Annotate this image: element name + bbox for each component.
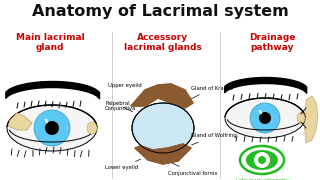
Ellipse shape [250,103,280,133]
Text: Upper eyelid: Upper eyelid [108,84,152,90]
Text: Drainage
pathway: Drainage pathway [249,33,295,52]
Ellipse shape [132,103,194,153]
Text: Conjunctival fornix: Conjunctival fornix [168,162,218,176]
Polygon shape [135,144,191,164]
Polygon shape [131,84,193,108]
Ellipse shape [34,110,70,146]
Ellipse shape [246,150,278,170]
Polygon shape [8,113,32,130]
Ellipse shape [240,146,284,174]
Ellipse shape [7,105,97,151]
Text: Accessory
lacrimal glands: Accessory lacrimal glands [124,33,202,52]
Text: Palpebral
Conjunctiva: Palpebral Conjunctiva [105,101,136,112]
Text: Lower eyelid: Lower eyelid [105,159,140,170]
Text: Let's learn optometry: Let's learn optometry [236,178,288,180]
Polygon shape [131,84,193,108]
Ellipse shape [258,156,266,164]
Ellipse shape [254,152,270,168]
Polygon shape [135,144,191,164]
Text: Gland of Krause: Gland of Krause [191,86,233,99]
Text: Gland of Wolfring: Gland of Wolfring [191,134,237,145]
Polygon shape [304,96,318,143]
Ellipse shape [225,98,305,138]
Text: Main lacrimal
gland: Main lacrimal gland [16,33,84,52]
Ellipse shape [87,122,97,134]
Text: Anatomy of Lacrimal system: Anatomy of Lacrimal system [32,4,288,19]
Ellipse shape [259,112,271,124]
Ellipse shape [297,112,305,123]
Ellipse shape [45,121,59,135]
